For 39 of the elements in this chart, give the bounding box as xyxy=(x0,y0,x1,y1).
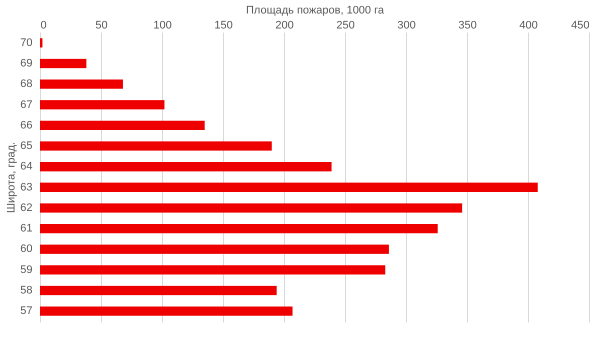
y-tick-label: 69 xyxy=(20,57,32,70)
bar xyxy=(40,203,462,213)
y-tick-label: 59 xyxy=(20,264,32,276)
bar xyxy=(40,58,86,68)
x-tick-label: 50 xyxy=(95,20,108,32)
bar xyxy=(40,141,272,151)
x-tick-label: 400 xyxy=(519,20,538,32)
bar xyxy=(40,79,123,89)
y-tick-label: 61 xyxy=(20,222,32,235)
bar xyxy=(40,265,386,275)
y-tick-label: 57 xyxy=(20,305,32,318)
bar xyxy=(40,224,438,234)
bar xyxy=(40,244,389,254)
y-tick-label: 64 xyxy=(20,160,32,173)
bar xyxy=(40,120,205,130)
x-tick-label: 100 xyxy=(153,20,172,32)
x-tick-label: 150 xyxy=(214,20,233,32)
bar xyxy=(40,286,277,296)
y-tick-label: 63 xyxy=(20,181,32,194)
x-tick-label: 350 xyxy=(458,20,477,32)
bar xyxy=(40,100,164,110)
y-tick-label: 65 xyxy=(20,140,32,152)
x-tick-label: 300 xyxy=(397,20,416,32)
y-tick-label: 67 xyxy=(20,98,32,111)
bar xyxy=(40,306,293,316)
y-tick-label: 60 xyxy=(20,243,32,256)
y-tick-label: 68 xyxy=(20,78,32,90)
x-tick-label: 0 xyxy=(40,20,47,32)
x-axis-title: Площадь пожаров, 1000 га xyxy=(246,4,385,16)
y-tick-label: 62 xyxy=(20,202,32,214)
bar xyxy=(40,182,538,192)
y-tick-label: 70 xyxy=(20,36,32,49)
y-axis-title: Широта, град. xyxy=(5,142,18,214)
bar xyxy=(40,162,332,172)
x-tick-label: 450 xyxy=(571,20,590,32)
x-tick-label: 200 xyxy=(275,20,294,32)
y-tick-label: 58 xyxy=(20,284,32,297)
y-tick-label: 66 xyxy=(20,119,32,132)
x-tick-label: 250 xyxy=(336,20,355,32)
